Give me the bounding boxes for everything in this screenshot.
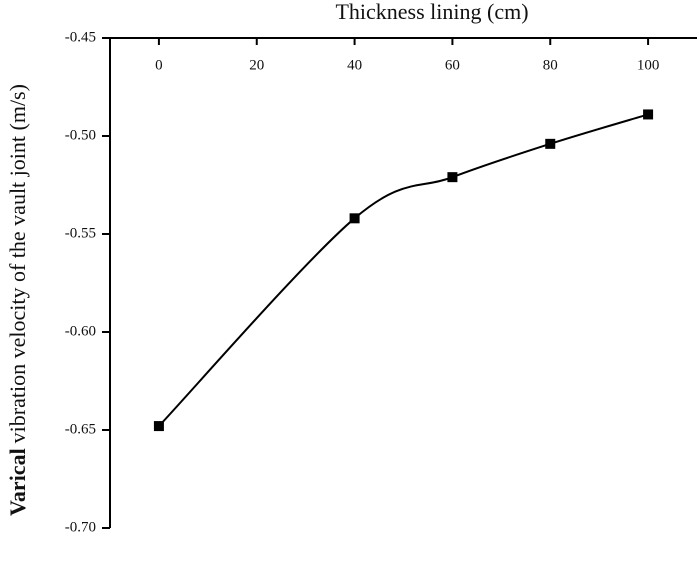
y-tick-label: -0.55 (65, 225, 96, 241)
point (447, 172, 458, 183)
point (545, 138, 556, 149)
x-tick-label: 60 (445, 57, 460, 73)
point (349, 213, 360, 224)
y-tick-label: -0.65 (65, 421, 96, 437)
point (153, 421, 164, 432)
y-axis-title: Varical vibration velocity of the vault j… (5, 84, 30, 516)
y-tick-label: -0.50 (65, 127, 96, 143)
point (643, 109, 654, 120)
x-axis-title: Thickness lining (cm) (335, 0, 528, 24)
x-tick-label: 80 (543, 57, 558, 73)
x-tick-label: 40 (347, 57, 362, 73)
line (158, 113, 649, 427)
y-axis-title-rest: vibration velocity of the vault joint (m… (5, 84, 30, 443)
y-tick-label: -0.70 (65, 519, 96, 535)
x-tick-label: 0 (155, 57, 163, 73)
x-tick-label: 100 (637, 57, 660, 73)
y-tick-label: -0.60 (65, 323, 96, 339)
y-tick-label: -0.45 (65, 29, 96, 45)
y-axis-title-bold: Varical (5, 448, 30, 516)
x-tick-label: 20 (249, 57, 264, 73)
